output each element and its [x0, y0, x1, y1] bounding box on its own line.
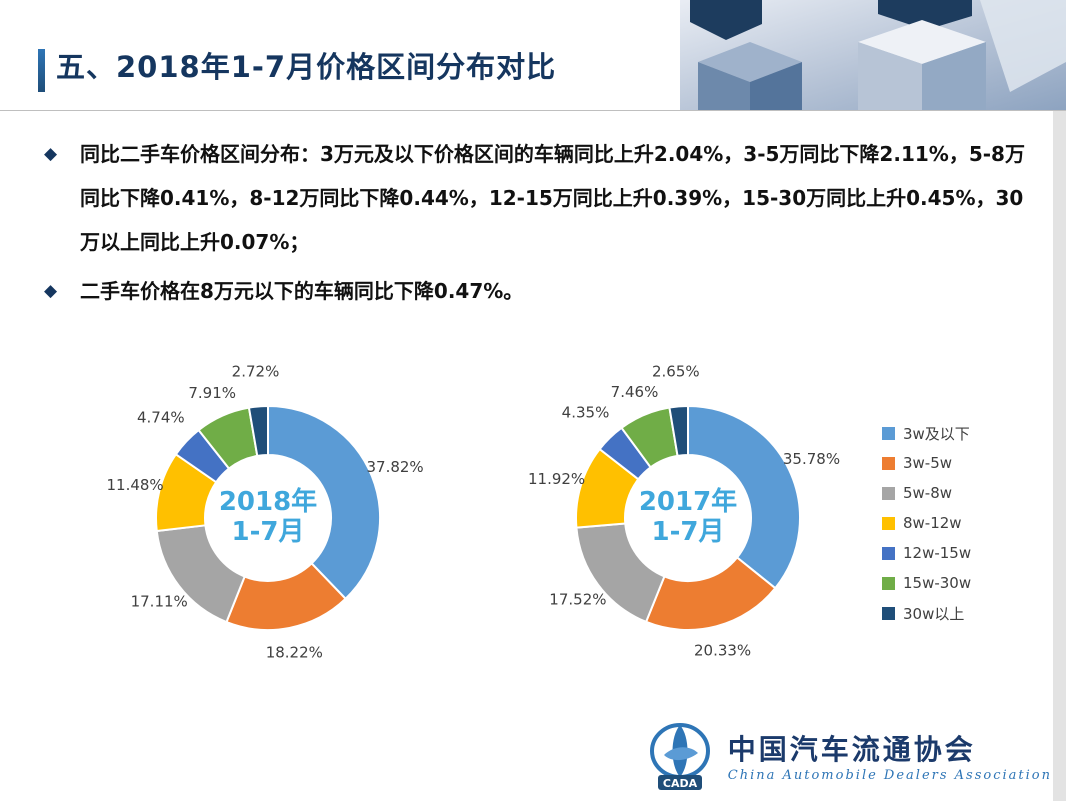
diamond-bullet-icon: ◆ — [44, 281, 58, 301]
donut-slice-label: 7.46% — [611, 383, 659, 401]
legend-swatch-icon — [882, 606, 895, 620]
donut-slice-30w以上 — [247, 404, 269, 458]
slide-header: 五、2018年1-7月价格区间分布对比 — [0, 0, 1066, 140]
donut-chart-2018: 37.82% 18.22% 17.11% 11.48% 4.74%7.91% 2.72% 2… — [106, 363, 423, 662]
chart-legend: 3w及以下 3w-5w 5w-8w 8w-12w 12w-15w 15w-30w 30w以上 — [882, 418, 971, 628]
donut-slice-3w及以下 — [267, 404, 381, 601]
diamond-bullet-icon: ◆ — [44, 144, 58, 164]
legend-label: 8w-12w — [903, 514, 962, 532]
legend-item-12w-15w: 12w-15w — [882, 538, 971, 568]
bullet-item: ◆ 同比二手车价格区间分布：3万元及以下价格区间的车辆同比上升2.04%，3-5… — [42, 132, 1027, 264]
donut-slice-label: 17.11% — [131, 592, 188, 610]
logo-text-cn: 中国汽车流通协会 — [727, 732, 976, 766]
legend-swatch-icon — [882, 486, 895, 500]
legend-swatch-icon — [882, 516, 895, 530]
donut-slice-label: 11.92% — [528, 470, 585, 488]
donut-slice-30w以上 — [668, 404, 689, 458]
header-divider — [0, 110, 1066, 111]
bullet-item: ◆ 二手车价格在8万元以下的车辆同比下降0.47%。 — [42, 269, 1027, 313]
legend-swatch-icon — [882, 426, 895, 440]
cubes-art — [680, 0, 1066, 140]
donut-slice-label: 11.48% — [106, 476, 163, 494]
donut-slice-3w及以下 — [687, 404, 801, 590]
logo-text-en: China Automobile Dealers Association — [727, 767, 1052, 783]
legend-label: 12w-15w — [903, 544, 972, 562]
legend-item-3w及以下: 3w及以下 — [882, 418, 971, 448]
legend-label: 3w及以下 — [903, 424, 970, 443]
donut-slice-label: 7.91% — [188, 384, 236, 402]
bullet-text: 二手车价格在8万元以下的车辆同比下降0.47%。 — [80, 279, 524, 303]
donut-slice-label: 20.33% — [694, 642, 751, 660]
donut-center-label: 1-7月 — [652, 517, 725, 547]
donut-slice-label: 2.72% — [232, 363, 280, 381]
legend-label: 30w以上 — [903, 604, 965, 623]
title-accent-bar — [38, 49, 45, 92]
legend-item-8w-12w: 8w-12w — [882, 508, 971, 538]
legend-item-30w以上: 30w以上 — [882, 598, 971, 628]
donut-slice-label: 35.78% — [783, 450, 840, 468]
right-edge-decoration — [1053, 111, 1066, 801]
logo-text-block: 中国汽车流通协会 China Automobile Dealers Associ… — [728, 728, 1052, 783]
donut-slice-label: 37.82% — [366, 458, 423, 476]
donut-chart-2017: 35.78% 20.33% 17.52% 11.92% 4.35%7.46% 2.65% 2… — [528, 363, 840, 660]
donut-slice-label: 18.22% — [266, 644, 323, 662]
donut-slice-label: 2.65% — [652, 363, 700, 381]
legend-item-3w-5w: 3w-5w — [882, 448, 971, 478]
cada-acronym: CADA — [663, 777, 698, 790]
donut-center-label: 2018年 — [219, 486, 317, 517]
legend-label: 15w-30w — [903, 574, 972, 592]
legend-label: 5w-8w — [903, 484, 953, 502]
legend-swatch-icon — [882, 456, 895, 470]
donut-slice-label: 4.74% — [137, 408, 185, 426]
donut-center-label: 1-7月 — [232, 517, 305, 547]
legend-swatch-icon — [882, 576, 895, 590]
cada-logo-icon: CADA — [649, 723, 710, 790]
header-decoration-cubes — [680, 0, 1066, 140]
donut-center-label: 2017年 — [639, 486, 737, 517]
bullet-list: ◆ 同比二手车价格区间分布：3万元及以下价格区间的车辆同比上升2.04%，3-5… — [42, 132, 1027, 318]
legend-swatch-icon — [882, 546, 895, 560]
legend-label: 3w-5w — [903, 454, 953, 472]
legend-item-5w-8w: 5w-8w — [882, 478, 971, 508]
page-title: 五、2018年1-7月价格区间分布对比 — [56, 50, 557, 84]
donut-slice-label: 4.35% — [562, 404, 610, 422]
bullet-text: 同比二手车价格区间分布：3万元及以下价格区间的车辆同比上升2.04%，3-5万同… — [80, 142, 1025, 254]
legend-item-15w-30w: 15w-30w — [882, 568, 971, 598]
footer-logo: CADA 中国汽车流通协会 China Automobile Dealers A… — [640, 715, 1052, 795]
donut-slice-label: 17.52% — [549, 591, 606, 609]
